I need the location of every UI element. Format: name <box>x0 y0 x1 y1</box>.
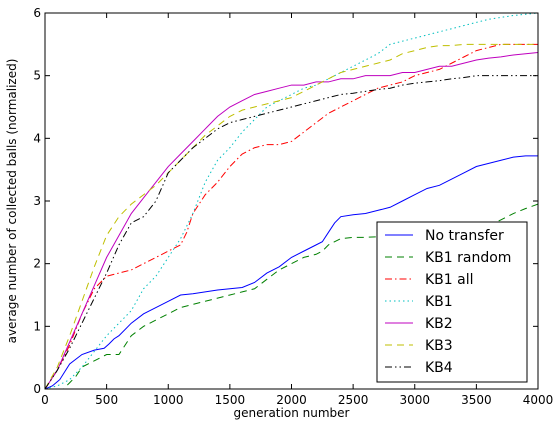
series-line-kb3 <box>45 43 538 389</box>
x-axis-label: generation number <box>234 406 350 420</box>
y-tick-label: 3 <box>33 194 41 208</box>
y-tick-label: 6 <box>33 6 41 20</box>
x-tick-label: 500 <box>95 393 118 407</box>
x-tick-label: 4000 <box>523 393 554 407</box>
legend-entry-label: No transfer <box>425 228 504 244</box>
tick-layer: 0 500 1000 1500 2000 2500 3000 3500 4000 0 1 2 3 4 5 6 <box>33 6 553 407</box>
legend-entry-label: KB4 <box>425 360 453 376</box>
legend-box <box>376 221 528 383</box>
legend-entry-label: KB3 <box>425 338 453 354</box>
series-line-kb4 <box>45 75 538 389</box>
series-layer <box>45 13 538 389</box>
legend-entry-label: KB1 all <box>425 272 474 288</box>
x-tick-label: 1000 <box>153 393 184 407</box>
legend-entry-label: KB1 random <box>425 250 511 266</box>
x-tick-label: 0 <box>41 393 49 407</box>
x-tick-label: 3000 <box>399 393 430 407</box>
legend: No transfer KB1 random KB1 all KB1 KB2 KB3 KB4 <box>376 221 528 383</box>
x-tick-label: 2000 <box>276 393 307 407</box>
series-line-no-transfer <box>45 155 538 389</box>
series-line-kb1 <box>45 13 538 389</box>
y-tick-label: 0 <box>33 382 41 396</box>
x-tick-label: 2500 <box>338 393 369 407</box>
y-tick-label: 2 <box>33 257 41 271</box>
x-tick-label: 3500 <box>461 393 492 407</box>
y-tick-label: 5 <box>33 69 41 83</box>
legend-entry-label: KB1 <box>425 294 453 310</box>
series-line-kb2 <box>45 51 538 389</box>
legend-entry-label: KB2 <box>425 316 453 332</box>
series-line-kb1-all <box>45 43 538 389</box>
y-tick-label: 1 <box>33 319 41 333</box>
x-tick-label: 1500 <box>215 393 246 407</box>
y-tick-label: 4 <box>33 131 41 145</box>
y-axis-label: average number of collected balls (norma… <box>5 59 19 344</box>
